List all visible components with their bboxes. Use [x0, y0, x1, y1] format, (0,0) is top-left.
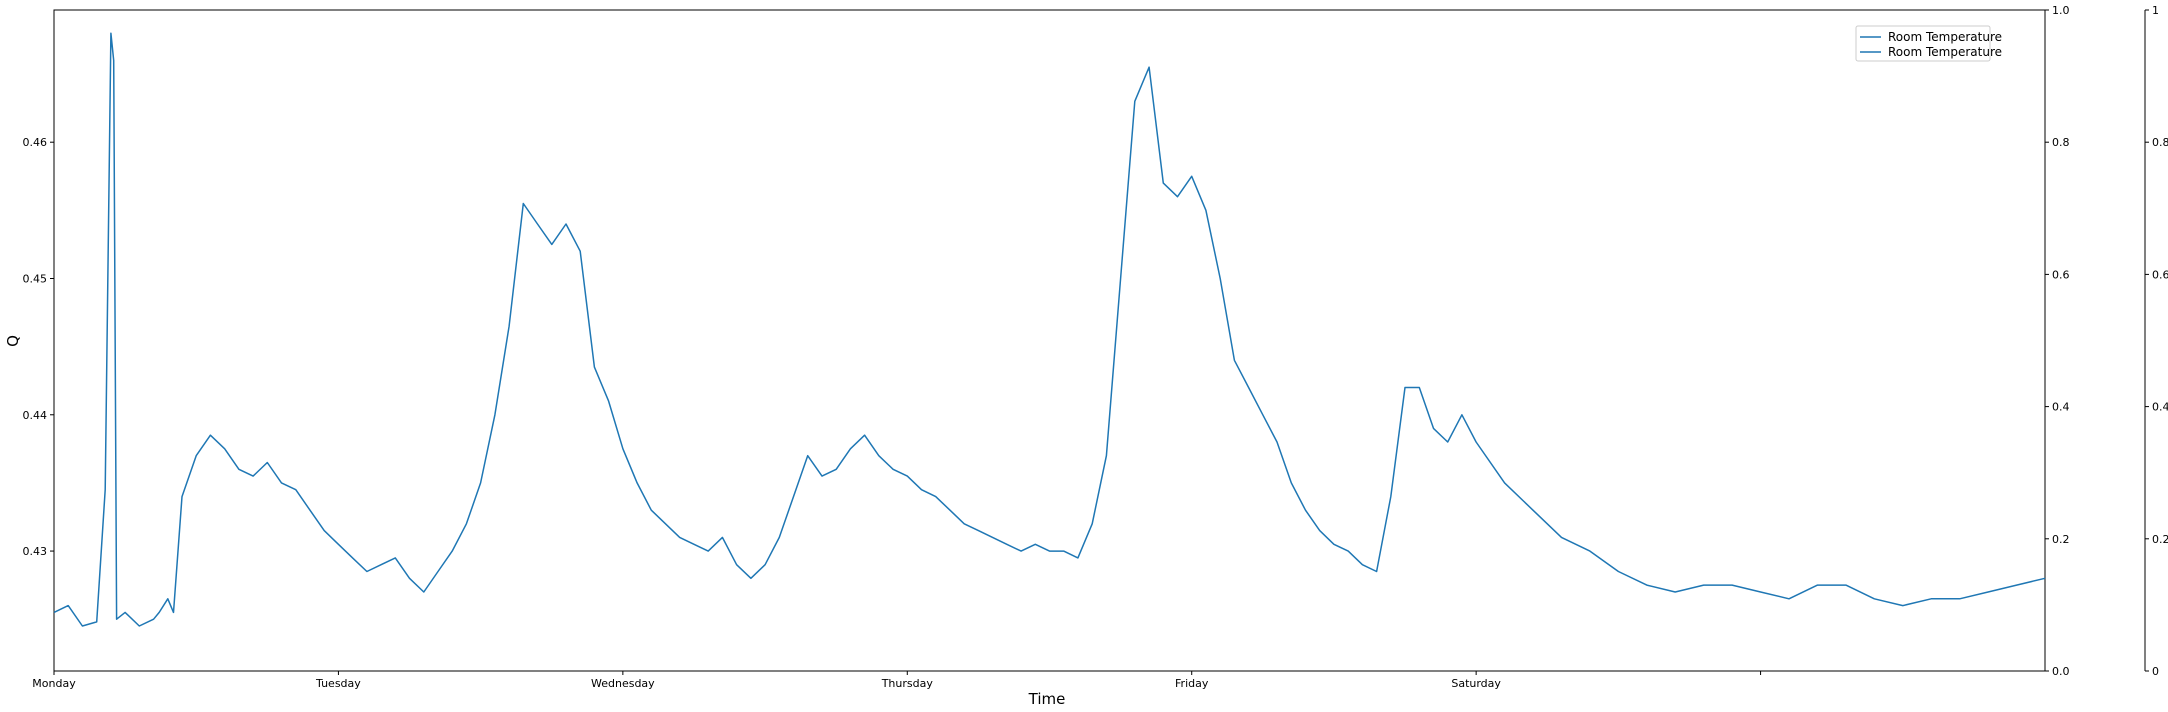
x-tick-label: Saturday	[1451, 677, 1501, 690]
right-axis-2-tick-label: 0.8	[2152, 136, 2168, 149]
right-axis-1-ticks: 0.0 0.2 0.4 0.6 0.8 1.0	[2045, 4, 2070, 678]
x-tick-label: Thursday	[881, 677, 934, 690]
y-tick-label: 0.44	[23, 409, 48, 422]
legend-label: Room Temperature	[1888, 45, 2002, 59]
legend-box	[1855, 25, 1991, 62]
right-axis-2-tick-label: 0.4	[2152, 401, 2168, 414]
x-tick-label: Friday	[1175, 677, 1209, 690]
x-tick-label: Monday	[32, 677, 76, 690]
y-tick-label: 0.43	[23, 545, 48, 558]
y-tick-label: 0.46	[23, 136, 48, 149]
right-axis-2-tick-label: 1	[2152, 4, 2159, 17]
legend-label: Room Temperature	[1888, 30, 2002, 44]
right-axis-2-ticks: 0 0.2 0.4 0.6 0.8 1	[2145, 4, 2168, 678]
y-axis-title: Q	[4, 335, 22, 347]
right-axis-2-tick-label: 0	[2152, 665, 2159, 678]
legend: Room Temperature Room Temperature	[1855, 25, 2002, 62]
x-tick-label: Wednesday	[591, 677, 655, 690]
right-axis-1-tick-label: 0.6	[2052, 268, 2070, 281]
plot-frame	[53, 9, 2046, 672]
right-axis-1-tick-label: 0.8	[2052, 136, 2070, 149]
right-axis-2-tick-label: 0.6	[2152, 268, 2168, 281]
right-axis-1-tick-label: 0.0	[2052, 665, 2070, 678]
right-axis-1-tick-label: 0.2	[2052, 533, 2070, 546]
right-axis-1-tick-label: 0.4	[2052, 401, 2070, 414]
series-line-room-temperature	[53, 32, 2046, 627]
y-tick-label: 0.45	[23, 272, 48, 285]
right-axis-1-tick-label: 1.0	[2052, 4, 2070, 17]
x-tick-label: Tuesday	[315, 677, 361, 690]
x-axis-ticks: Monday Tuesday Wednesday Thursday Friday Satu…	[32, 671, 1762, 690]
x-axis-title: Time	[1028, 690, 1066, 708]
right-axis-2-tick-label: 0.2	[2152, 533, 2168, 546]
y-axis-ticks: 0.43 0.44 0.45 0.46	[23, 136, 54, 558]
